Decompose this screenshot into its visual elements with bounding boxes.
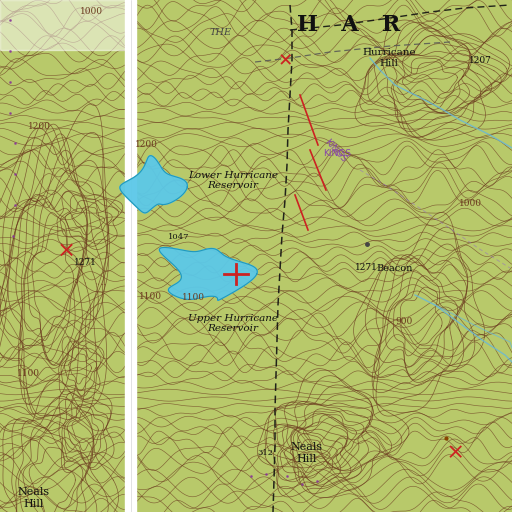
Text: 1000: 1000: [459, 199, 481, 208]
Text: Neals
Hill: Neals Hill: [17, 487, 49, 509]
Text: 1047: 1047: [168, 233, 189, 241]
Text: KINGS: KINGS: [323, 138, 348, 164]
Text: 900: 900: [396, 316, 413, 326]
Text: 1207: 1207: [468, 56, 492, 65]
Polygon shape: [159, 247, 257, 301]
Text: Upper Hurricane
Reservoir: Upper Hurricane Reservoir: [188, 314, 278, 333]
Text: 1271: 1271: [355, 263, 378, 272]
Polygon shape: [120, 156, 187, 213]
Text: 1100: 1100: [139, 292, 162, 302]
Text: 1100: 1100: [17, 369, 40, 378]
Text: 1000: 1000: [80, 7, 102, 16]
Text: 312: 312: [258, 449, 273, 457]
Text: H   A   R: H A R: [296, 14, 400, 36]
Text: 1200: 1200: [135, 140, 157, 149]
Text: 1100: 1100: [182, 293, 205, 303]
Text: 1271: 1271: [74, 258, 97, 267]
Text: Beacon: Beacon: [376, 264, 413, 273]
Text: Lower Hurricane
Reservoir: Lower Hurricane Reservoir: [188, 170, 278, 190]
Text: KINGS: KINGS: [323, 149, 351, 158]
Text: Hurricane
Hill: Hurricane Hill: [362, 48, 416, 68]
Text: Neals
Hill: Neals Hill: [290, 442, 322, 464]
Text: THE: THE: [209, 28, 231, 37]
Text: 1200: 1200: [28, 122, 50, 132]
